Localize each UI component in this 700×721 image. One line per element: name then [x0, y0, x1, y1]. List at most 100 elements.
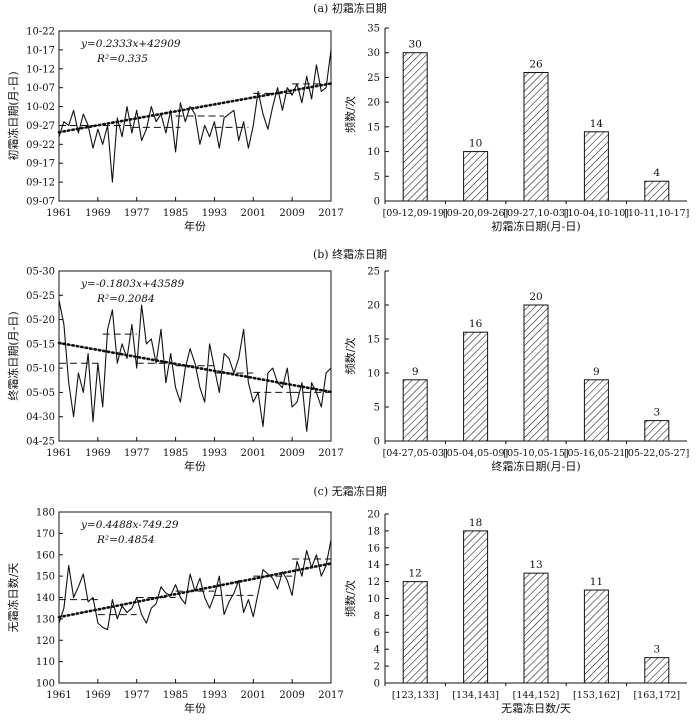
y-tick-label: 0: [374, 679, 380, 690]
histogram-bar: [463, 530, 489, 684]
histogram-bar: [523, 304, 549, 442]
y-tick-label: 10-17: [26, 45, 55, 56]
y-tick-label: 09-07: [26, 197, 55, 208]
y-tick-label: 04-25: [26, 437, 55, 448]
bar-value-label: 20: [529, 291, 542, 303]
x-tick-label: 1961: [46, 448, 71, 459]
y-tick-label: 20: [367, 510, 380, 521]
category-label: [10-04,10-10]: [564, 208, 629, 219]
y-tick-label: 140: [36, 593, 55, 604]
histogram-bar: [583, 131, 609, 202]
y-tick-label: 04-30: [26, 412, 55, 423]
category-label: [123,133]: [392, 690, 439, 701]
y-tick-label: 15: [367, 122, 380, 133]
category-label: [09-20,09-26]: [443, 208, 508, 219]
x-tick-label: 1961: [46, 208, 71, 219]
x-axis-label: 终霜冻日期(月-日): [491, 459, 580, 473]
x-tick-label: 1969: [85, 448, 110, 459]
x-tick-label: 2001: [241, 448, 266, 459]
y-tick-label: 120: [36, 636, 55, 647]
x-axis-label: 初霜冻日期(月-日): [491, 219, 580, 233]
y-tick-label: 5: [374, 172, 380, 183]
bar-value-label: 3: [653, 407, 660, 419]
x-tick-label: 1993: [202, 208, 227, 219]
y-tick-label: 05-15: [26, 339, 55, 350]
y-tick-label: 6: [374, 628, 380, 639]
y-tick-label: 30: [367, 48, 380, 59]
chart-last-frost-series: 04-25 04-30 05-05 05-10 05-15 05-20 05-25 05-30…: [6, 267, 344, 474]
y-tick-label: 05-20: [26, 315, 55, 326]
y-tick-label: 8: [374, 611, 380, 622]
x-tick-label: 2009: [279, 208, 304, 219]
bar-value-label: 18: [469, 517, 482, 529]
chart-first-frost-series: 09-07 09-12 09-17 09-22 09-27 10-02 10-07 10-12…: [6, 27, 344, 234]
category-label: [09-12,09-19]: [383, 208, 448, 219]
y-tick-label: 10-22: [26, 27, 55, 38]
y-tick-label: 18: [367, 526, 380, 537]
trend-r-squared: R²=0.335: [96, 53, 148, 65]
y-tick-label: 10: [367, 147, 380, 158]
x-axis-label: 年份: [184, 701, 206, 715]
trend-line: [57, 562, 333, 619]
x-tick-label: 2001: [241, 208, 266, 219]
x-tick-label: 1985: [163, 448, 188, 459]
x-axis-label: 无霜冻日数/天: [501, 701, 571, 715]
y-axis-label: 终霜冻日期(月-日): [6, 311, 20, 400]
x-tick-label: 2009: [279, 448, 304, 459]
chart-last-frost-histogram: 0 5 10 15 20 25 9 [04-27,05-03] 16 [05-04,05-09] 2…: [343, 267, 689, 474]
category-label: [153,162]: [573, 690, 620, 701]
chart-frost-free-series: 100 110 120 130 140 150 160 170 180 1961 1969 1977 1…: [6, 508, 344, 716]
bar-value-label: 13: [529, 559, 542, 571]
chart-first-frost-histogram: 0 5 10 15 20 25 30 35 30 [09-12,09-19] 10 [09-20,09…: [343, 24, 689, 234]
histogram-bar: [583, 589, 609, 684]
trend-line: [57, 82, 333, 134]
y-tick-label: 0: [374, 197, 380, 208]
bar-value-label: 11: [590, 576, 603, 588]
y-tick-label: 5: [374, 403, 380, 414]
trend-equation: y=0.4488x-749.29: [80, 519, 179, 531]
x-tick-label: 1977: [124, 208, 149, 219]
bar-value-label: 16: [469, 318, 483, 330]
panel-title-a: (a) 初霜冻日期: [313, 1, 387, 15]
bar-value-label: 4: [653, 167, 660, 179]
series-line: [58, 49, 332, 183]
category-label: [05-10,05-15]: [503, 448, 568, 459]
y-tick-label: 170: [36, 529, 55, 540]
series-line: [58, 299, 332, 432]
category-label: [163,172]: [633, 690, 680, 701]
x-tick-label: 1993: [202, 690, 227, 701]
y-tick-label: 05-25: [26, 291, 55, 302]
y-tick-label: 150: [36, 572, 55, 583]
y-axis-label: 频数/次: [343, 338, 357, 375]
trend-r-squared: R²=0.4854: [96, 534, 155, 546]
bar-value-label: 9: [593, 366, 600, 378]
histogram-bar: [402, 52, 428, 202]
trend-line: [57, 341, 333, 394]
y-tick-label: 25: [367, 73, 380, 84]
histogram-bar: [644, 180, 670, 202]
x-tick-label: 2017: [318, 448, 343, 459]
y-tick-label: 09-12: [26, 178, 55, 189]
y-axis-label: 频数/次: [343, 96, 357, 133]
x-tick-label: 1985: [163, 208, 188, 219]
y-tick-label: 10-12: [26, 64, 55, 75]
y-tick-label: 10-07: [26, 83, 55, 94]
y-tick-label: 130: [36, 614, 55, 625]
histogram-bar: [583, 379, 609, 442]
y-tick-label: 05-10: [26, 364, 55, 375]
y-tick-label: 160: [36, 550, 55, 561]
y-tick-label: 14: [367, 560, 380, 571]
category-label: [144,152]: [513, 690, 560, 701]
bar-value-label: 14: [590, 118, 604, 130]
x-tick-label: 1993: [202, 448, 227, 459]
bar-value-label: 26: [529, 58, 543, 70]
histogram-bar: [463, 331, 489, 442]
x-axis-label: 年份: [184, 219, 206, 233]
histogram-bar: [402, 379, 428, 442]
category-label: [10-11,10-17]: [624, 208, 689, 219]
x-axis-label: 年份: [184, 459, 206, 473]
y-tick-label: 2: [374, 662, 380, 673]
y-tick-label: 16: [367, 543, 380, 554]
x-tick-label: 1985: [163, 690, 188, 701]
